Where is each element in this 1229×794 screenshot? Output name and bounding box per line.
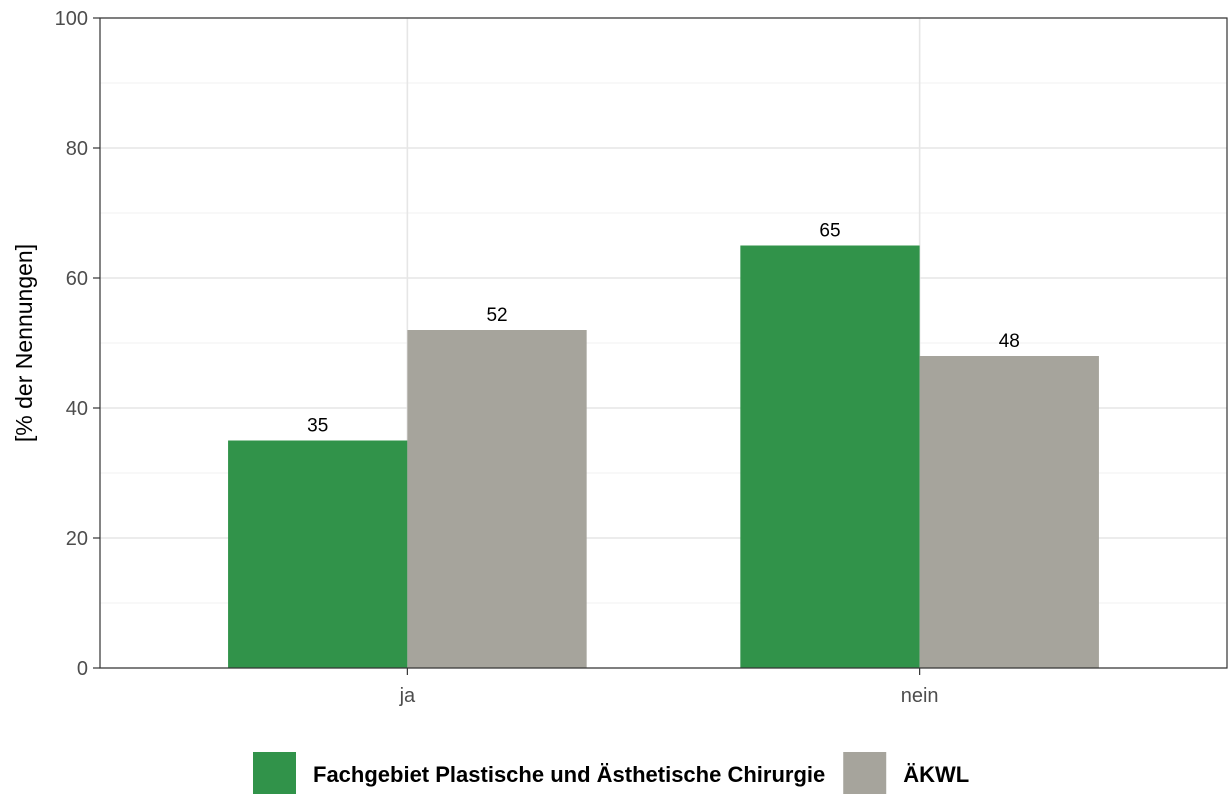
- legend-label: Fachgebiet Plastische und Ästhetische Ch…: [313, 762, 825, 787]
- data-labels: 35 52 65 48: [307, 221, 1020, 437]
- data-label: 48: [999, 331, 1020, 352]
- y-tick-label: 40: [66, 398, 88, 420]
- y-axis-title: [% der Nennungen]: [11, 244, 37, 442]
- y-tick-label: 60: [66, 268, 88, 290]
- bar: [919, 356, 1099, 668]
- bars: [228, 245, 1099, 668]
- plot-panel-border: [99, 17, 1228, 669]
- y-tick-label: 80: [66, 138, 88, 160]
- x-tick-label: nein: [901, 685, 939, 707]
- bar: [228, 440, 408, 668]
- data-label: 35: [307, 416, 328, 437]
- legend: Fachgebiet Plastische und Ästhetische Ch…: [253, 752, 969, 794]
- x-axis: ja nein: [399, 668, 939, 707]
- legend-swatch: [253, 752, 296, 794]
- bar: [407, 330, 587, 668]
- y-axis: 0 20 40 60 80 100: [55, 8, 100, 680]
- y-tick-label: 20: [66, 528, 88, 550]
- bar: [740, 245, 920, 668]
- y-tick-label: 0: [77, 658, 88, 680]
- legend-label: ÄKWL: [903, 762, 969, 787]
- y-tick-label: 100: [55, 8, 88, 30]
- data-label: 52: [486, 305, 507, 326]
- data-label: 65: [819, 221, 840, 242]
- x-tick-label: ja: [399, 685, 416, 707]
- legend-swatch: [843, 752, 887, 794]
